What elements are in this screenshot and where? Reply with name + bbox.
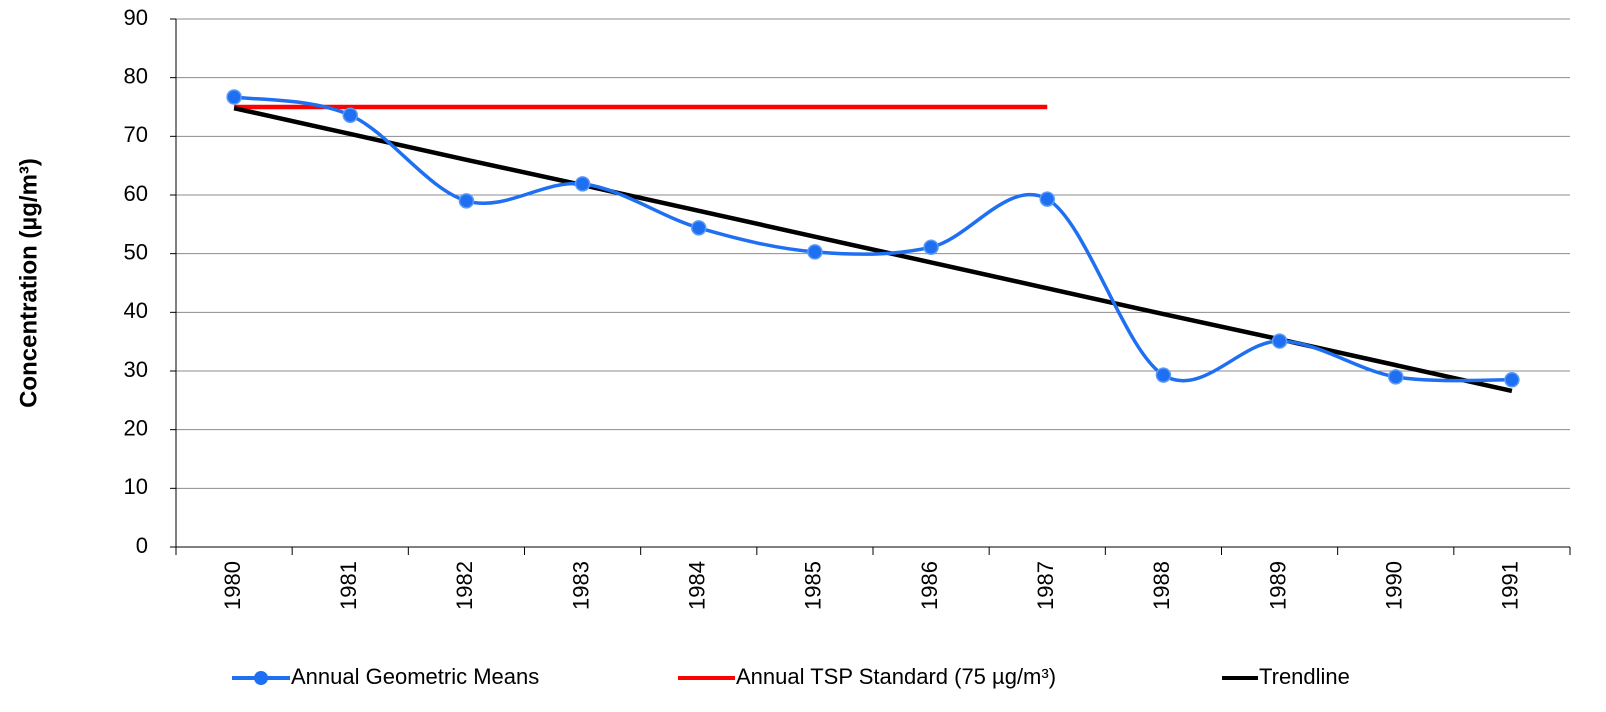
- x-tick-label: 1984: [685, 561, 710, 610]
- series-line: [233, 95, 1512, 383]
- x-tick-label: 1990: [1382, 561, 1407, 610]
- data-point: [691, 220, 707, 236]
- x-tick-label: 1986: [917, 561, 942, 610]
- legend-marker: [254, 671, 268, 685]
- y-tick-label: 30: [124, 357, 148, 382]
- legend-label: Trendline: [1259, 664, 1350, 689]
- y-tick-label: 50: [124, 239, 148, 264]
- x-tick-label: 1983: [568, 561, 593, 610]
- y-tick-label: 20: [124, 415, 148, 440]
- x-tick-label: 1981: [336, 561, 361, 610]
- y-tick-label: 80: [124, 63, 148, 88]
- x-tick-label: 1987: [1033, 561, 1058, 610]
- data-point: [1039, 191, 1055, 207]
- data-point: [342, 107, 358, 123]
- y-tick-label: 60: [124, 181, 148, 206]
- data-point: [458, 193, 475, 209]
- legend-label: Annual Geometric Means: [291, 664, 539, 689]
- x-tick-label: 1991: [1498, 561, 1523, 610]
- legend-label: Annual TSP Standard (75 µg/m³): [736, 664, 1056, 689]
- data-point: [1271, 333, 1288, 349]
- data-point: [226, 89, 242, 105]
- y-tick-label: 0: [136, 533, 148, 558]
- data-point: [807, 244, 823, 260]
- x-tick-label: 1985: [801, 561, 826, 610]
- data-point: [574, 176, 591, 192]
- y-axis-label: Concentration (µg/m³): [15, 158, 42, 408]
- data-point: [1155, 367, 1172, 383]
- y-tick-label: 40: [124, 298, 148, 323]
- y-tick-label: 10: [124, 474, 148, 499]
- x-tick-label: 1989: [1265, 561, 1290, 610]
- data-point: [923, 239, 939, 255]
- x-tick-label: 1982: [452, 561, 477, 610]
- y-tick-label: 70: [124, 122, 148, 147]
- x-tick-label: 1980: [220, 561, 245, 610]
- data-point: [1388, 369, 1404, 385]
- x-tick-label: 1988: [1149, 561, 1174, 610]
- data-point: [1504, 372, 1520, 388]
- y-tick-label: 90: [124, 5, 148, 30]
